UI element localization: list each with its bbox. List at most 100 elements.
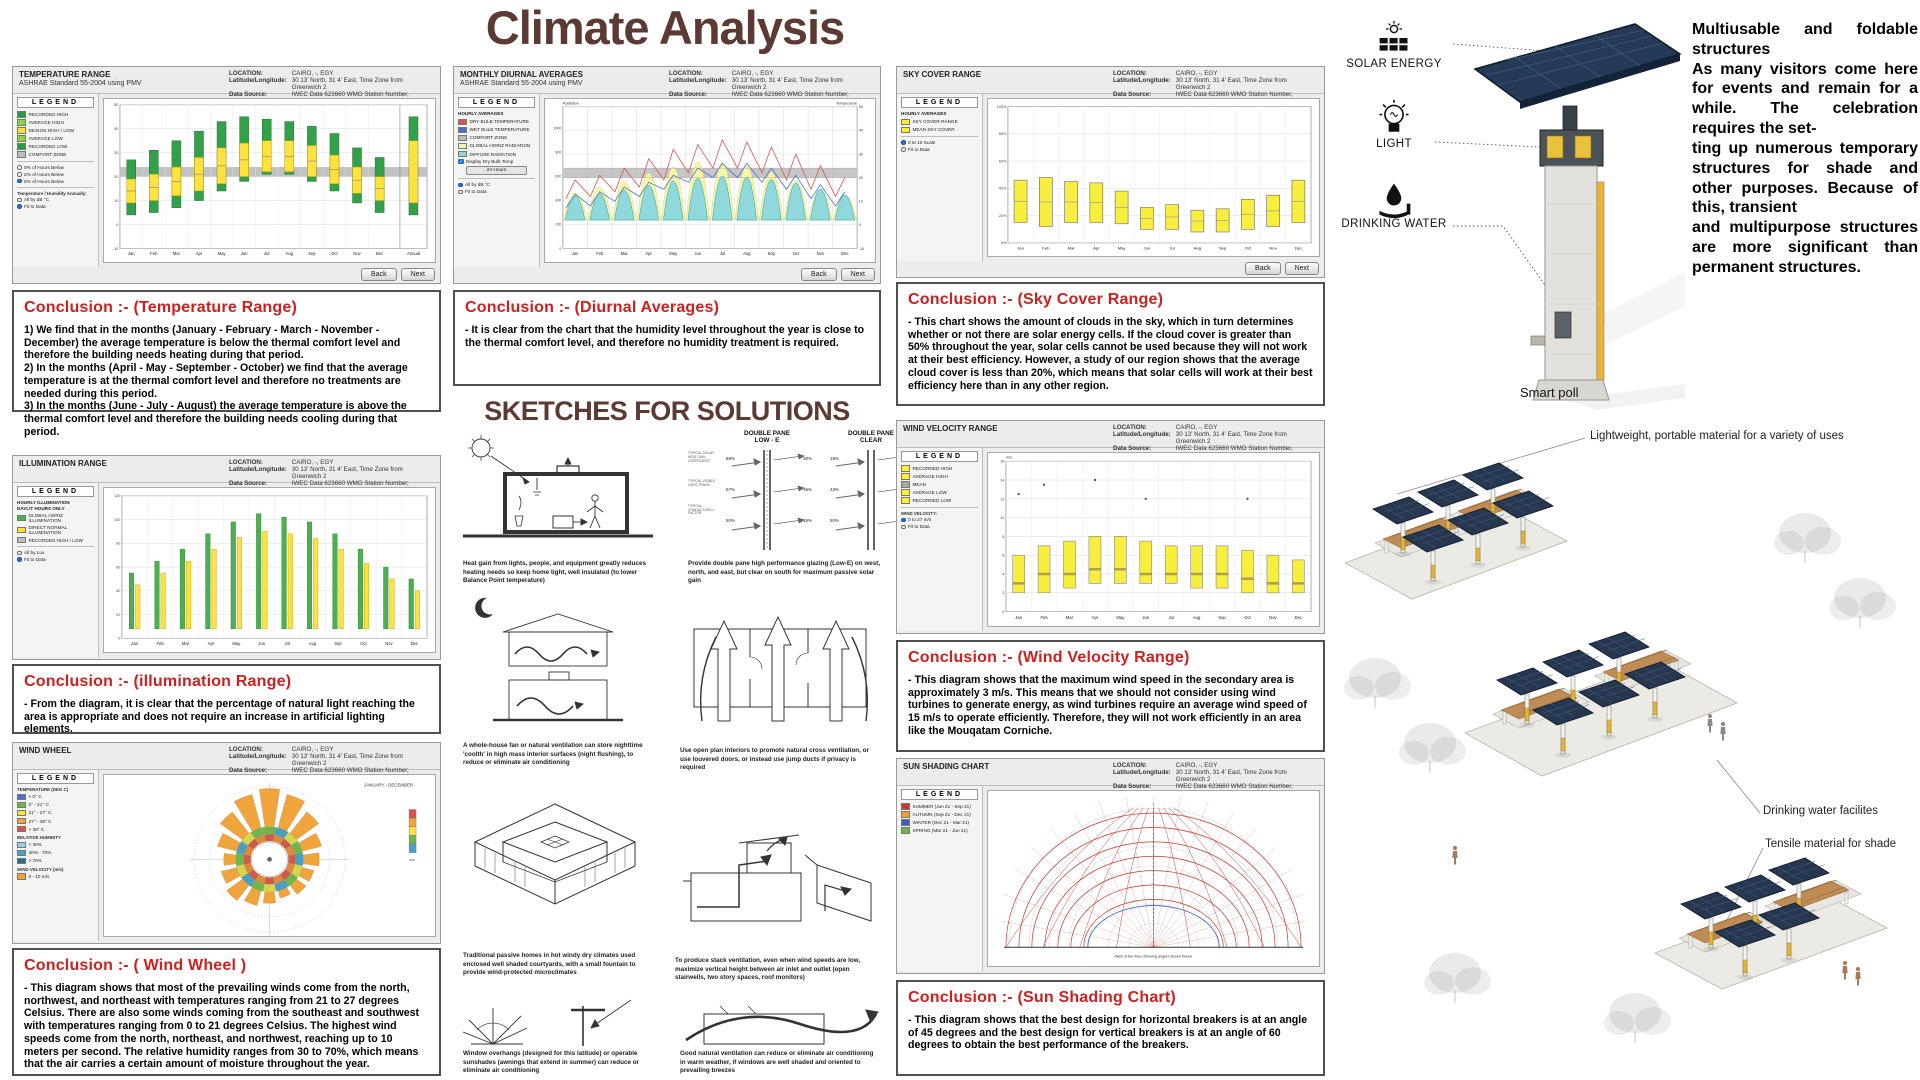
solar-energy-label: SOLAR ENERGY (1346, 58, 1442, 70)
light-bulb-icon (1338, 100, 1450, 136)
chart-subtitle: ASHRAE Standard 55-2004 using PMV (460, 80, 583, 87)
double-pane-clear-title: DOUBLE PANE CLEAR (847, 430, 895, 445)
svg-text:20: 20 (859, 176, 863, 180)
legend-checkbox[interactable]: ✓ Display Dry Bulb Temp (458, 158, 514, 165)
svg-text:2: 2 (1002, 591, 1004, 595)
legend-radio-option[interactable]: 5% of Hours Below (17, 179, 94, 184)
sketch-caption-courtyard: Traditional passive homes in hot windy d… (463, 952, 636, 976)
page-title: Climate Analysis (485, 1, 845, 54)
panel-sun-shading-chart: SUN SHADING CHART LOCATION: CAIRO, -, EGY… (896, 758, 1325, 974)
legend-group-title: RELATIVE HUMIDITY (17, 834, 61, 840)
next-button[interactable]: Next (840, 268, 875, 281)
legend-button[interactable]: 24 Hours (466, 166, 527, 176)
legend-item: 30% - 70% (17, 849, 94, 857)
legend-item: AVERAGE HIGH (17, 119, 94, 126)
temperature-range-chart: -10 0 10 20 30 40 50 Jan Feb Mar Apr May Jun Jul Aug Se… (103, 98, 436, 263)
legend-item: AVERAGE HIGH (901, 473, 978, 480)
next-button[interactable]: Next (1284, 262, 1319, 275)
canopy-cluster-bottom (1654, 857, 1888, 990)
sketch-window-overhang (463, 998, 653, 1050)
svg-text:400: 400 (555, 199, 561, 203)
legend-item: SKY COVER RANGE (901, 118, 978, 125)
svg-text:10: 10 (1000, 516, 1004, 520)
back-button[interactable]: Back (1245, 262, 1281, 275)
legend-item: DIRECT NORMAL ILLUMINATION (17, 525, 94, 535)
svg-text:80: 80 (116, 542, 120, 546)
legend-radio-option[interactable]: Fit to Data (17, 557, 94, 562)
legend-title: LEGEND (17, 486, 94, 497)
legend-radio-option[interactable]: Fit to Data (901, 147, 978, 152)
conclusion-heading: Conclusion :- (Sky Cover Range) (908, 291, 1164, 308)
feature-solar-energy: SOLAR ENERGY (1338, 20, 1450, 70)
drinking-water-label: DRINKING WATER (1341, 218, 1447, 230)
svg-text:200: 200 (555, 223, 561, 227)
conclusion-body: 1) We find that in the months (January -… (24, 324, 408, 438)
sketch-courtyard (463, 790, 648, 948)
svg-text:Jul: Jul (285, 641, 290, 646)
svg-text:Aug: Aug (309, 641, 317, 646)
svg-text:Jan: Jan (572, 251, 579, 256)
svg-text:May: May (1116, 615, 1125, 620)
svg-text:Nov: Nov (1269, 615, 1277, 620)
chart-title: TEMPERATURE RANGE (19, 70, 111, 79)
svg-text:m/s: m/s (1006, 456, 1012, 460)
chart-legend: LEGEND HOURLY ILLUMINATION DAYLIT HOURS ON… (13, 483, 99, 657)
sketch-caption-open-plan: Use open plan interiors to promote natur… (680, 747, 869, 771)
legend-item: COMFORT ZONE (17, 151, 94, 158)
conclusion-heading: Conclusion :- (illumination Range) (24, 673, 292, 690)
chart-legend: LEGEND RECORDED HIGH AVERAGE HIGH MEAN AVERA… (897, 448, 983, 631)
feature-drinking-water: DRINKING WATER (1338, 180, 1450, 230)
legend-radio-option[interactable]: All by dB °C (17, 197, 94, 202)
sketch-caption-night-flush: A whole-house fan or natural ventilation… (463, 742, 643, 766)
svg-text:Mar: Mar (182, 641, 190, 646)
next-button[interactable]: Next (400, 268, 435, 281)
legend-radio-option[interactable]: Fit to Data (17, 204, 94, 209)
svg-text:40%: 40% (999, 187, 1007, 191)
svg-text:120: 120 (114, 494, 120, 498)
solar-energy-icon (1338, 20, 1450, 56)
legend-title: LEGEND (17, 97, 94, 108)
panel-wind-wheel: WIND WHEEL LOCATION: CAIRO, -, EGY Latitu… (12, 742, 441, 944)
legend-item: AVERAGE LOW (17, 135, 94, 142)
svg-text:Jul: Jul (1169, 615, 1174, 620)
legend-group-title: WIND VELOCITY: (901, 510, 938, 516)
legend-radio-option[interactable]: Fit to Data (901, 524, 978, 529)
panel-illumination-range: ILLUMINATION RANGE LOCATION: CAIRO, -, EG… (12, 455, 441, 660)
legend-radio-option[interactable]: Fit to Data (458, 189, 535, 194)
legend-title: LEGEND (901, 97, 978, 108)
label-tensile-material: Tensile material for shade (1765, 838, 1897, 850)
chart-title: WIND WHEEL (19, 746, 72, 755)
back-button[interactable]: Back (801, 268, 837, 281)
legend-title: LEGEND (901, 451, 978, 462)
svg-text:Annual: Annual (407, 251, 420, 256)
chart-legend: LEGEND SUMMER (Jun 21 - Sep 21) AUTUMN (Se… (897, 786, 983, 971)
legend-radio-option[interactable]: 0 to 10 Scale (901, 140, 978, 145)
legend-radio-option[interactable]: 2% of Hours Below (17, 172, 94, 177)
legend-radio-option[interactable]: All by dB °C (458, 182, 535, 187)
conclusion-heading: Conclusion :- ( Wind Wheel ) (24, 957, 247, 974)
drinking-water-icon (1338, 180, 1450, 219)
legend-item: COMFORT ZONE (458, 134, 535, 142)
svg-text:0: 0 (559, 247, 561, 251)
panel-monthly-diurnal-averages: MONTHLY DIURNAL AVERAGES ASHRAE Standard… (453, 66, 881, 284)
legend-item: SUMMER (Jun 21 - Sep 21) (901, 803, 978, 810)
legend-radio-option[interactable]: 0% of Hours Below (17, 165, 94, 170)
conclusion-body: - This diagram shows that the best desig… (908, 1014, 1308, 1052)
legend-radio-option[interactable]: 0 to 27 m/s (901, 517, 978, 522)
svg-text:JANUARY - DECEMBER: JANUARY - DECEMBER (364, 783, 413, 788)
svg-text:Mar: Mar (1067, 246, 1075, 251)
svg-text:40: 40 (114, 127, 118, 131)
svg-text:8: 8 (1002, 535, 1004, 539)
conclusion-body: - This chart shows the amount of clouds … (908, 316, 1313, 392)
svg-text:0: 0 (116, 223, 118, 227)
legend-item: RECORDED HIGH (901, 465, 978, 472)
conclusion-body: - It is clear from the chart that the hu… (465, 324, 865, 349)
svg-text:0: 0 (118, 637, 120, 641)
svg-text:Nov: Nov (817, 251, 825, 256)
smart-poll-illustration (1434, 23, 1685, 410)
svg-text:Sep: Sep (1219, 246, 1227, 251)
svg-text:Dec: Dec (376, 251, 383, 256)
back-button[interactable]: Back (361, 268, 397, 281)
svg-text:Nov: Nov (385, 641, 393, 646)
legend-radio-option[interactable]: All by Lux (17, 550, 94, 555)
